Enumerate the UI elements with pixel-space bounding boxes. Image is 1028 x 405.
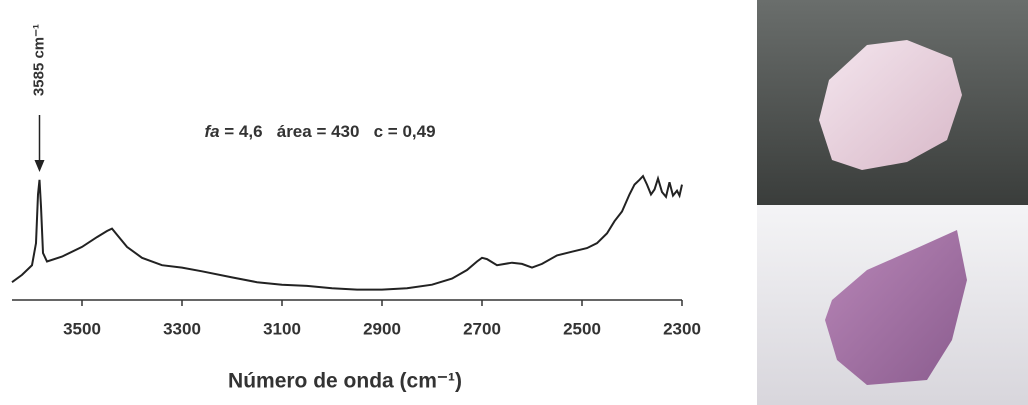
peak-label: 3585 cm⁻¹: [30, 24, 47, 96]
x-axis-label: Número de onda (cm⁻¹): [228, 370, 462, 393]
spectrum-line: [11, 174, 683, 291]
x-tick-label: 3300: [163, 319, 201, 338]
peak-arrowhead: [34, 160, 45, 172]
x-tick-label: 2300: [663, 319, 701, 338]
x-tick-label: 2900: [363, 319, 401, 338]
x-tick-label: 2700: [463, 319, 501, 338]
annotation: fa = 4,6 área = 430 c = 0,49: [204, 122, 435, 141]
x-tick-label: 3500: [63, 319, 101, 338]
annotation-text: = 4,6 área = 430 c = 0,49: [220, 122, 436, 141]
rock-purple: [825, 230, 967, 385]
x-tick-label: 3100: [263, 319, 301, 338]
x-tick-label: 2500: [563, 319, 601, 338]
chart: fa = 4,6 área = 430 c = 0,49 Número de o…: [11, 24, 701, 393]
annotation-italic: fa: [204, 122, 219, 141]
rock-pale: [819, 40, 962, 170]
photos: [757, 0, 1028, 405]
